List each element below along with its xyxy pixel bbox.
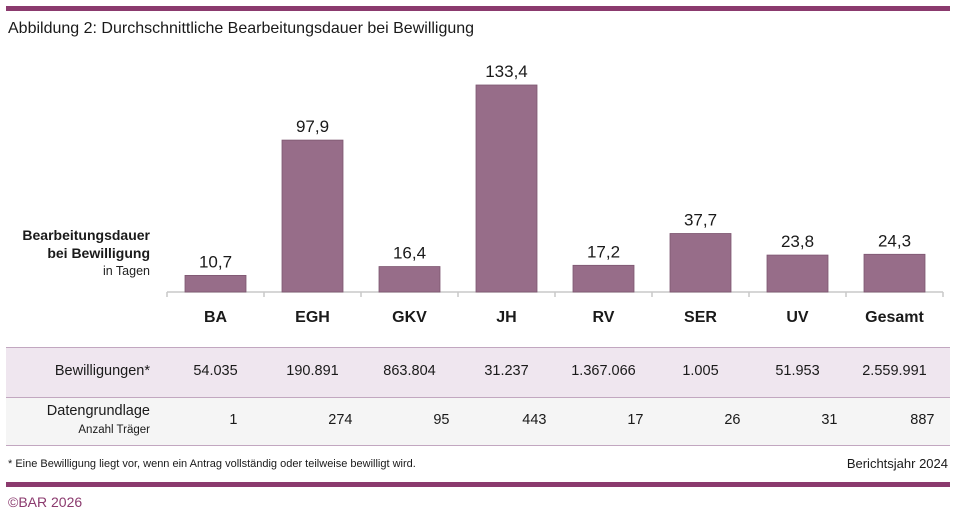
category-label: JH [496,309,516,326]
data-label: 23,8 [781,232,814,251]
y-axis-unit: in Tagen [102,264,150,278]
table-cell: 95 [433,412,450,428]
bottom-rule [6,482,950,487]
footnote: * Eine Bewilligung liegt vor, wenn ein A… [8,458,416,470]
table-cell: 54.035 [193,363,238,379]
row-label: Datengrundlage [46,403,150,419]
table-cell: 1.005 [682,363,719,379]
table-cell: 26 [724,412,741,428]
table-cell: 1.367.066 [571,363,636,379]
category-label: SER [684,309,717,326]
bar-ba [184,274,247,293]
y-axis-label-line2: bei Bewilligung [47,245,150,261]
category-label: GKV [392,309,427,326]
category-label: RV [593,309,615,326]
table-cell: 51.953 [775,363,820,379]
bar-jh [475,84,538,293]
data-label: 24,3 [878,231,911,250]
category-label: EGH [295,309,330,326]
data-label: 17,2 [587,242,620,261]
table-cell: 31 [821,412,838,428]
table-cell: 1 [229,412,238,428]
data-label: 10,7 [199,252,232,271]
table-cell: 863.804 [383,363,436,379]
table-cell: 31.237 [484,363,529,379]
data-label: 16,4 [393,244,426,263]
category-label: UV [786,309,809,326]
row-label: Bewilligungen* [54,363,150,379]
bar-chart: 10,7 BA 97,9 EGH 16,4 GKV 133,4 JH 17,2 RV 37,7 SER… [166,62,944,326]
bar-uv [766,254,829,293]
category-label: BA [204,309,228,326]
table-cell: 887 [910,412,935,428]
table-row-datengrundlage: Datengrundlage Anzahl Träger 1 274 95 443 17… [6,398,950,446]
table-cell: 17 [627,412,644,428]
table-cell: 274 [328,412,353,428]
category-label: Gesamt [865,309,924,326]
y-axis-label: Bearbeitungsdauer bei Bewilligung in Tag… [22,226,150,280]
table-cell: 2.559.991 [862,363,927,379]
bar-rv [572,264,635,293]
figure-title: Abbildung 2: Durchschnittliche Bearbeitu… [8,20,475,37]
bar-gkv [378,266,441,293]
table-row-bewilligungen: Bewilligungen* 54.035 190.891 863.804 31.23… [6,347,950,398]
bar-gesamt [863,253,926,293]
data-label: 37,7 [684,211,717,230]
copyright: ©BAR 2026 [8,494,83,510]
report-year: Berichtsjahr 2024 [846,456,948,471]
top-rule [6,6,950,11]
table-cell: 190.891 [286,363,339,379]
y-axis-label-line1: Bearbeitungsdauer [22,227,150,243]
row-sublabel: Anzahl Träger [78,424,150,436]
table-cell: 443 [522,412,547,428]
bar-egh [281,139,344,293]
data-label: 133,4 [485,62,528,81]
data-label: 97,9 [296,117,329,136]
bar-ser [669,233,732,293]
